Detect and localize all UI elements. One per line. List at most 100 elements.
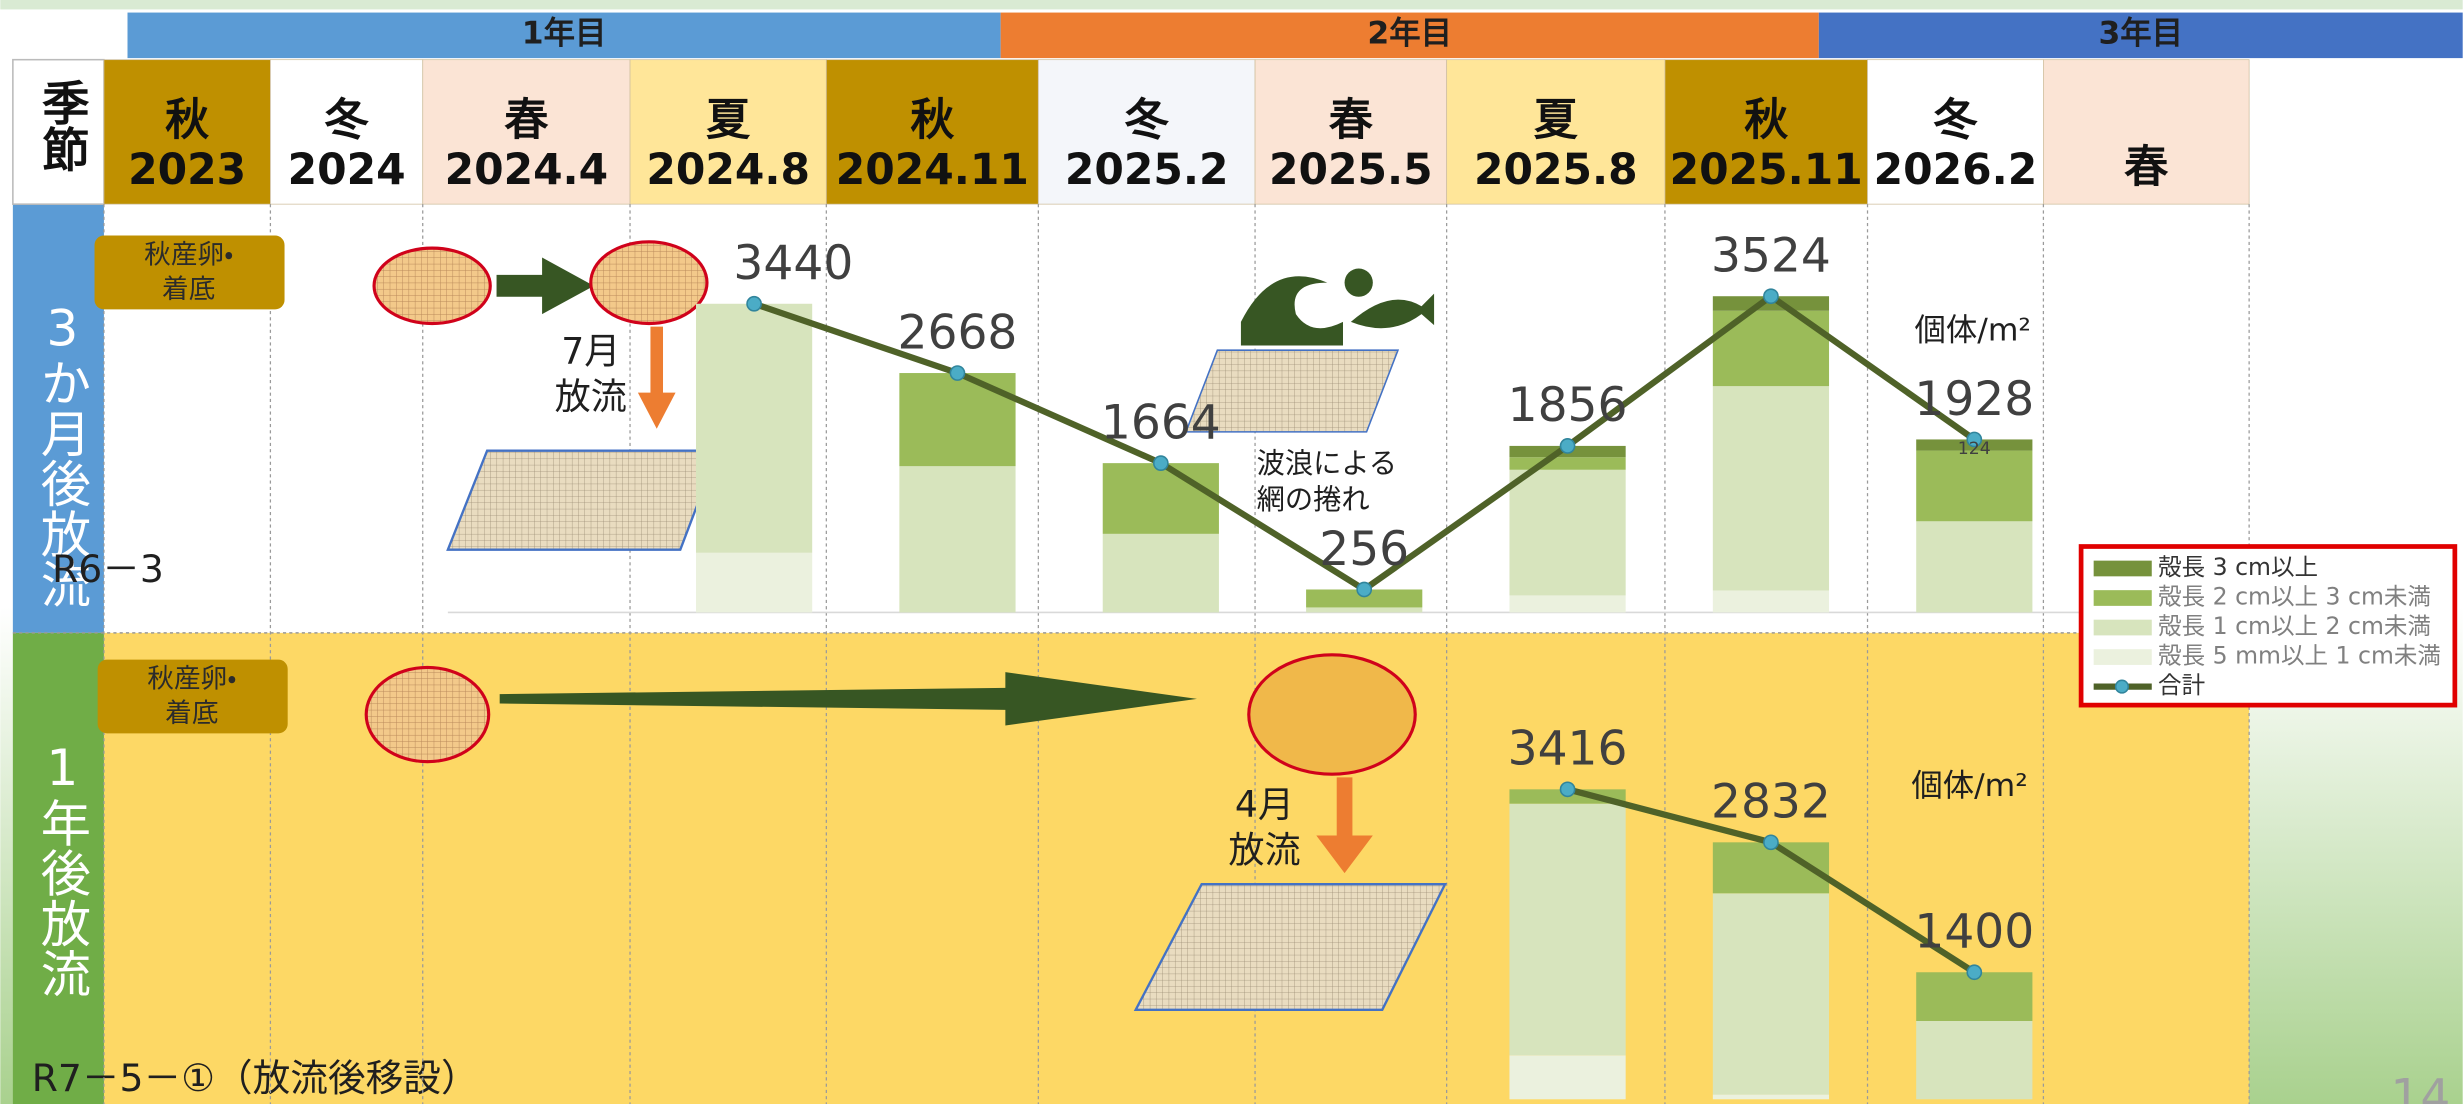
spawn-label: 秋産卵・ (147, 663, 236, 694)
season-label: 夏 (1534, 94, 1579, 145)
bar-segment (899, 373, 1016, 467)
total-marker (1966, 431, 1983, 448)
season-label: 冬 (1125, 94, 1170, 145)
total-label: 2832 (1711, 775, 1831, 830)
bar-segment (899, 466, 1016, 613)
season-date: 2024.11 (836, 145, 1029, 194)
total-label: 1928 (1914, 372, 2034, 427)
bar-segment (1509, 469, 1626, 596)
total-marker (1559, 438, 1576, 454)
season-label: 冬 (1933, 94, 1978, 145)
season-cell (825, 59, 1039, 205)
total-marker (1559, 781, 1576, 798)
bar-segment (1509, 595, 1626, 613)
arrow (499, 672, 1197, 726)
bar-segment (1509, 1055, 1626, 1100)
season-date: 2025.11 (1670, 145, 1863, 194)
bar-segment (1916, 521, 2033, 613)
legend-swatch (2093, 619, 2152, 636)
season-label: 冬 (325, 94, 370, 145)
total-marker (1763, 834, 1779, 851)
bar-segment (1509, 457, 1626, 470)
spawn-box (94, 235, 285, 310)
season-label: 春 (504, 94, 549, 145)
season-date: 2025.8 (1474, 145, 1638, 194)
spawn-label: 着底 (165, 698, 218, 729)
spawn-box (97, 659, 288, 734)
legend-label: 合計 (2158, 671, 2205, 699)
arrow (637, 326, 676, 429)
release-label: 放流 (1228, 829, 1300, 872)
total-label: 1664 (1101, 395, 1221, 450)
bar-segment (1102, 533, 1219, 613)
season-date: 2023 (128, 145, 246, 194)
row-label-cell (12, 204, 104, 633)
legend-swatch (2093, 560, 2152, 577)
total-marker (949, 365, 966, 381)
bar-segment (1712, 893, 1830, 1095)
net-cage (1133, 882, 1447, 1011)
season-cell (422, 59, 631, 205)
net (589, 240, 709, 326)
spawn-label: 着底 (162, 274, 215, 305)
total-marker (1966, 964, 1983, 981)
row-label: 1年後放流 (33, 738, 92, 998)
season-label: 秋 (910, 94, 954, 145)
row-code: R7－5－①（放流後移設） (32, 1056, 479, 1100)
total-label: 3524 (1711, 229, 1831, 284)
total-marker (1763, 288, 1779, 305)
row-label-cell (12, 632, 104, 1104)
note-label: 波浪による (1257, 447, 1397, 480)
year-band (1818, 12, 2463, 59)
season-date: 2024.8 (646, 145, 810, 194)
season-date: 2024 (288, 145, 406, 194)
net (372, 246, 492, 326)
legend-label: 殻長 1 cm以上 2 cm未満 (2158, 612, 2431, 640)
wave-icon (1240, 276, 1343, 346)
note-label: 網の捲れ (1257, 483, 1370, 516)
season-cell (1446, 59, 1666, 205)
bar-segment (1306, 607, 1423, 613)
corner-label: 季節 (33, 79, 90, 174)
bar-segment (1509, 803, 1626, 1056)
season-label: 夏 (706, 94, 751, 145)
season-date: 2025.2 (1065, 145, 1229, 194)
bar-segment (1712, 590, 1830, 613)
season-date: 2026.2 (1874, 145, 2038, 194)
arrow (1316, 777, 1373, 874)
season-cell (1867, 59, 2044, 205)
total-label: 3416 (1508, 722, 1628, 777)
season-cell (1037, 59, 1256, 205)
total-label: 1856 (1508, 378, 1628, 433)
unit-label: 個体/m² (1911, 768, 2028, 804)
spawn-label: 秋産卵・ (144, 239, 233, 270)
total-marker (1356, 581, 1373, 598)
bar-segment (1916, 972, 2033, 1021)
year-band (1000, 12, 1819, 59)
top-strip (0, 0, 2463, 10)
legend-label: 殻長 3 cm以上 (2158, 553, 2318, 581)
release-label: 放流 (555, 375, 627, 418)
bar-segment (1712, 386, 1830, 591)
unit-label: 個体/m² (1914, 312, 2031, 348)
total-label: 2668 (898, 305, 1018, 360)
total-label: 1400 (1914, 905, 2034, 960)
row-label: 3か月後放流 (33, 298, 92, 608)
legend-swatch (2093, 590, 2152, 606)
segment-label: 124 (1958, 439, 1991, 459)
legend-label: 殻長 2 cm以上 3 cm未満 (2158, 583, 2431, 611)
total-marker (1152, 455, 1169, 471)
total-label: 256 (1319, 522, 1409, 577)
season-label: 秋 (165, 94, 209, 145)
release-label: 4月 (1235, 783, 1294, 826)
bar-segment (1102, 463, 1219, 534)
year-band (127, 12, 1001, 59)
fish-icon (1350, 293, 1435, 329)
page-number: 14 (2390, 1069, 2450, 1104)
total-label: 3440 (733, 236, 853, 291)
bar-segment (1306, 589, 1423, 608)
legend-swatch (2093, 649, 2152, 665)
